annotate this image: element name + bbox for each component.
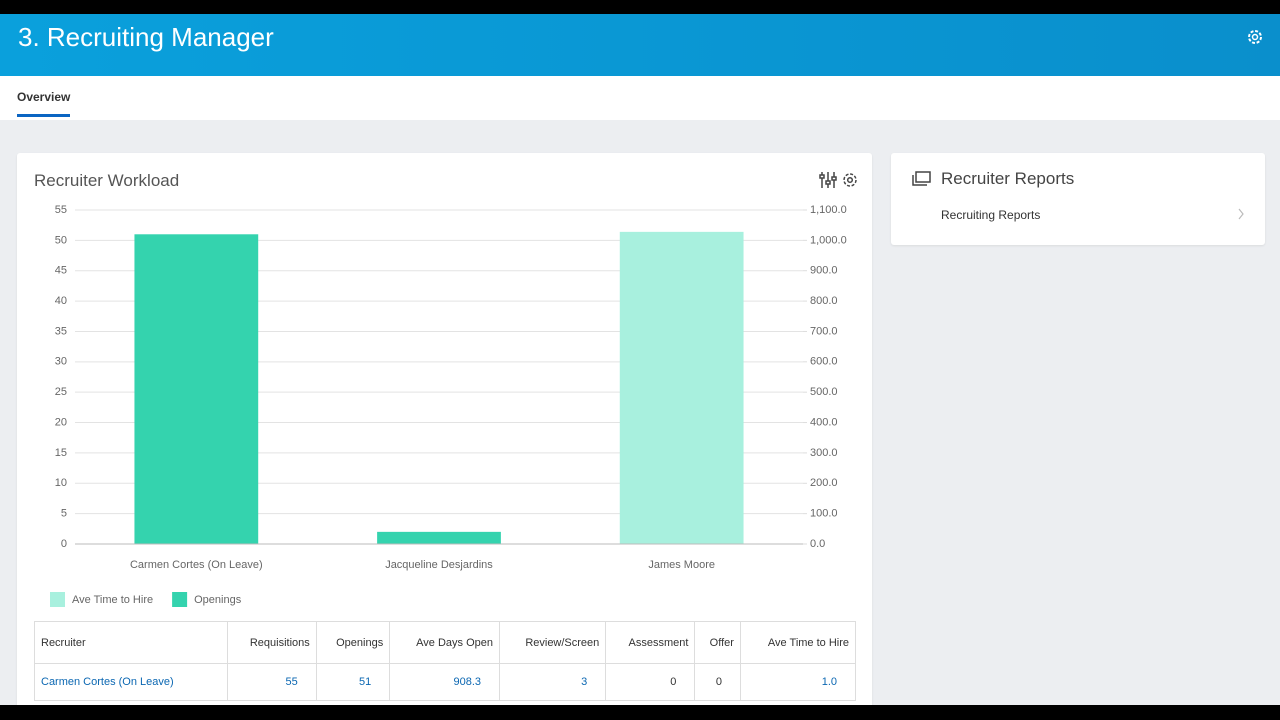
x-tick-label: Jacqueline Desjardins [385,559,493,571]
table-cell[interactable]: 1.0 [739,663,857,701]
table-cell[interactable]: Carmen Cortes (On Leave) [34,663,228,701]
table-cell: 0 [694,663,741,701]
y2-tick-label: 800.0 [810,295,838,307]
tab-bar [0,76,1280,120]
card-tools[interactable] [818,170,862,190]
y2-tick-label: 100.0 [810,508,838,520]
y2-tick-label: 1,100.0 [810,204,847,216]
column-header: Ave Time to Hire [739,621,857,664]
bar [377,531,501,544]
y-tick-label: 50 [55,234,67,246]
reports-icon [912,171,931,186]
table-cell: 0 [605,663,696,701]
y2-tick-label: 700.0 [810,325,838,337]
column-header: Review/Screen [498,621,607,664]
reports-card [891,153,1265,245]
table-row: Carmen Cortes (On Leave) 55 51 908.3 3 0 0 1.0 [34,663,857,701]
bar [134,234,259,545]
legend-label: Openings [194,594,242,606]
y2-tick-label: 500.0 [810,386,838,398]
column-header: Ave Days Open [389,621,500,664]
legend-swatch [172,592,188,607]
y2-tick-label: 900.0 [810,265,838,277]
y-tick-label: 15 [55,447,67,459]
data-table: Recruiter Requisitions Openings Ave Days Op… [34,621,857,701]
y2-tick-label: 300.0 [810,447,838,459]
chevron [1238,208,1244,220]
column-header: Recruiter [34,621,228,664]
settings-icon[interactable] [1244,26,1266,48]
y-tick-label: 30 [55,356,67,368]
y-tick-label: 25 [55,386,67,398]
table-cell[interactable]: 51 [315,663,391,701]
table-cell[interactable]: 3 [498,663,607,701]
tab[interactable]: Overview [17,90,71,117]
y-tick-label: 5 [61,508,67,520]
legend-label: Ave Time to Hire [72,594,153,606]
y2-tick-label: 600.0 [810,356,838,368]
report-link[interactable]: Recruiting Reports [941,208,1041,222]
bottom-bar [0,705,1280,720]
y-tick-label: 55 [55,204,67,216]
y-tick-label: 40 [55,295,67,307]
chart: 0 5 10 15 20 25 30 35 40 45 50 55 0.0 100.0 200.0 300.0… [50,204,847,607]
y-tick-label: 10 [55,477,67,489]
top-bar [0,0,1280,14]
x-tick-label: Carmen Cortes (On Leave) [130,559,263,571]
y-tick-label: 35 [55,325,67,337]
x-tick-label: James Moore [648,559,715,571]
y-tick-label: 0 [61,538,67,550]
table-cell[interactable]: 55 [226,663,317,701]
column-header: Offer [694,621,741,664]
card-title: Recruiter Workload [34,171,180,190]
y2-tick-label: 1,000.0 [810,234,847,246]
y-tick-label: 45 [55,265,67,277]
column-header: Assessment [605,621,696,664]
y-tick-label: 20 [55,416,67,428]
y2-tick-label: 200.0 [810,477,838,489]
legend-swatch [50,592,65,607]
table-cell[interactable]: 908.3 [389,663,500,701]
page-title: 3. Recruiting Manager [18,22,274,52]
header [0,14,1280,76]
bar [619,231,744,544]
column-header: Openings [315,621,391,664]
y2-tick-label: 400.0 [810,416,838,428]
y2-tick-label: 0.0 [810,538,825,550]
column-header: Requisitions [226,621,317,664]
card-title: Recruiter Reports [941,169,1075,188]
